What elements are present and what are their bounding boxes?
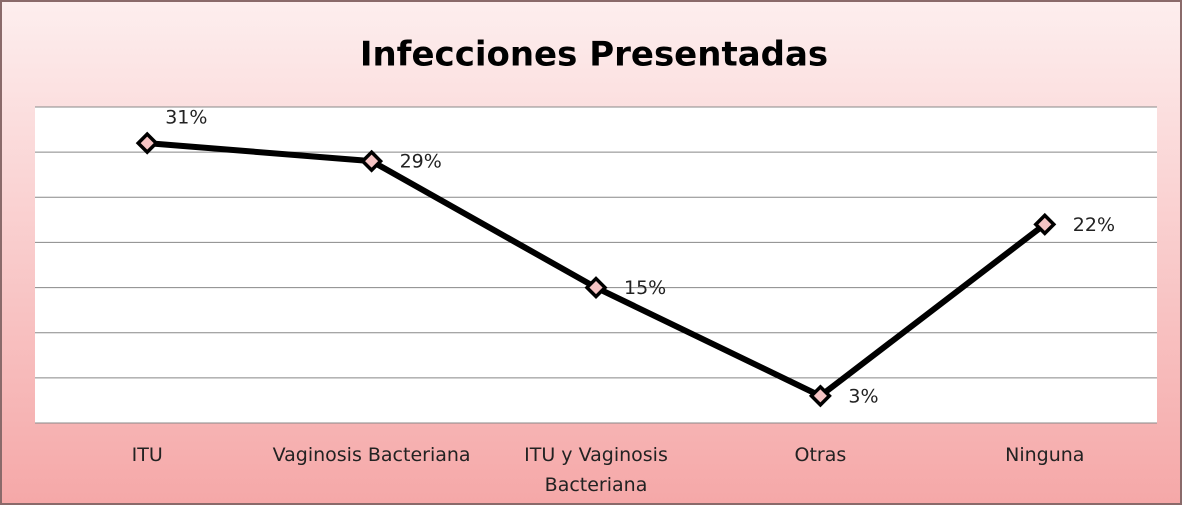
data-label: 31% <box>165 107 207 129</box>
marker <box>1033 212 1057 236</box>
chart-title: Infecciones Presentadas <box>360 35 828 75</box>
marker <box>135 131 159 155</box>
x-tick-label: Otras <box>794 444 847 466</box>
plot-area <box>35 107 1157 423</box>
data-label: 3% <box>848 385 878 407</box>
data-label: 22% <box>1073 214 1115 236</box>
data-label: 15% <box>624 277 666 299</box>
data-label: 29% <box>400 151 442 173</box>
x-tick-label: Ninguna <box>1005 444 1085 466</box>
x-tick-label: Vaginosis Bacteriana <box>272 444 471 466</box>
x-tick-label: ITU <box>131 444 163 466</box>
marker <box>584 276 608 300</box>
marker <box>808 384 832 408</box>
x-tick-label: ITU y Vaginosis Bacteriana <box>524 444 668 496</box>
marker <box>360 149 384 173</box>
